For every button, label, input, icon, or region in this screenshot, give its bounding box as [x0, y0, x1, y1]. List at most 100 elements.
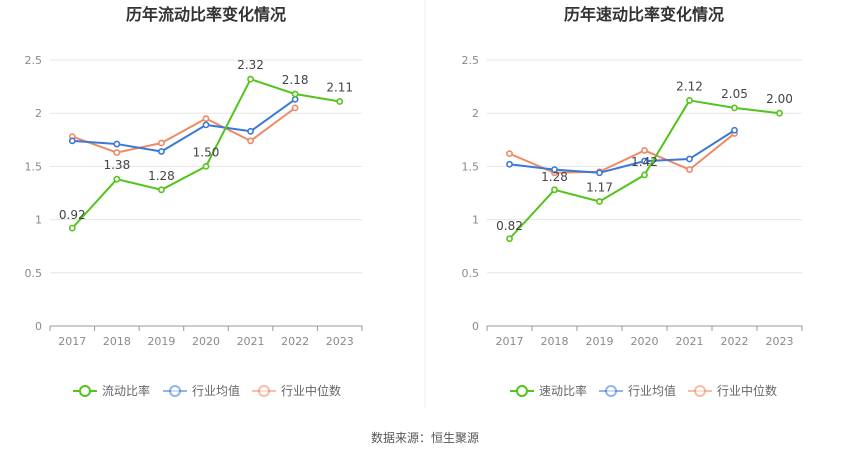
x-tick-label: 2023 — [326, 335, 354, 348]
chart-title: 历年流动比率变化情况 — [126, 5, 286, 24]
x-tick-label: 2022 — [721, 335, 749, 348]
y-tick-label: 2.5 — [25, 54, 43, 67]
data-point — [506, 150, 513, 158]
data-point — [113, 140, 121, 148]
x-tick-label: 2017 — [58, 335, 86, 348]
y-tick-label: 2 — [35, 107, 42, 120]
chart-title: 历年速动比率变化情况 — [564, 5, 724, 24]
data-point — [158, 148, 165, 155]
data-point — [291, 104, 299, 112]
data-point — [202, 121, 210, 129]
x-tick-label: 2019 — [147, 335, 175, 348]
x-tick-label: 2021 — [676, 335, 704, 348]
data-point — [506, 235, 513, 243]
x-tick-label: 2017 — [496, 335, 524, 348]
chart-panel-2: 历年速动比率变化情况 0 0.5 1 1.5 2 2.5 2017 2018 2019 2020 20… — [462, 5, 803, 398]
legend-label: 行业中位数 — [281, 383, 341, 398]
legend-marker-icon — [79, 385, 91, 397]
data-label: 1.28 — [148, 169, 175, 183]
x-tick-label: 2022 — [281, 335, 309, 348]
y-tick-label: 1 — [35, 214, 42, 227]
data-point — [68, 224, 76, 232]
data-point — [158, 139, 165, 147]
y-tick-label: 0 — [35, 320, 42, 333]
legend-marker-icon — [605, 385, 617, 397]
legend-marker-icon — [258, 385, 270, 397]
data-point — [247, 75, 254, 83]
x-tick-label: 2018 — [103, 335, 131, 348]
data-point — [551, 186, 558, 194]
data-label: 1.50 — [193, 145, 220, 159]
data-point — [641, 157, 648, 165]
y-tick-label: 0.5 — [25, 267, 43, 280]
data-point — [113, 149, 121, 156]
data-point — [641, 147, 648, 154]
data-point — [506, 160, 513, 168]
data-point — [731, 104, 738, 112]
data-label: 2.18 — [282, 73, 309, 87]
data-label: 1.42 — [631, 155, 658, 169]
series-line-2 — [72, 98, 296, 153]
data-point — [596, 198, 603, 205]
data-point — [686, 97, 693, 104]
legend-item-2[interactable]: 行业均值 — [599, 383, 676, 398]
legend-label: 行业中位数 — [717, 383, 777, 398]
x-tick-label: 2021 — [237, 335, 265, 348]
y-tick-label: 1 — [472, 214, 479, 227]
x-tick-label: 2020 — [192, 335, 220, 348]
data-label: 2.32 — [237, 58, 264, 72]
legend-item-3[interactable]: 行业中位数 — [688, 383, 777, 398]
data-point — [158, 186, 165, 194]
y-tick-label: 2 — [472, 107, 479, 120]
legend-label: 流动比率 — [102, 383, 150, 398]
legend-marker-icon — [169, 385, 181, 397]
legend-marker-icon — [516, 385, 528, 397]
data-point — [336, 98, 344, 105]
data-point — [291, 90, 299, 98]
data-label: 0.92 — [59, 208, 86, 222]
y-tick-label: 1.5 — [462, 160, 480, 173]
data-label: 1.17 — [586, 181, 613, 195]
x-tick-label: 2018 — [541, 335, 569, 348]
data-label: 1.38 — [103, 158, 130, 172]
series-line-3 — [71, 107, 296, 154]
data-point — [247, 137, 254, 145]
data-label: 0.82 — [496, 219, 523, 233]
legend-item-2[interactable]: 行业均值 — [163, 383, 240, 398]
data-point — [247, 127, 254, 135]
data-label: 2.11 — [326, 80, 353, 94]
data-label: 2.05 — [721, 87, 748, 101]
data-point — [731, 126, 738, 134]
data-point — [202, 115, 210, 122]
y-tick-label: 2.5 — [462, 54, 480, 67]
data-label: 2.12 — [676, 79, 703, 93]
data-point — [596, 169, 603, 177]
legend-label: 行业均值 — [628, 383, 676, 398]
legend-item-1[interactable]: 流动比率 — [73, 383, 150, 398]
legend-label: 速动比率 — [539, 383, 587, 398]
x-tick-label: 2019 — [586, 335, 614, 348]
data-label: 1.28 — [541, 170, 568, 184]
data-label: 2.00 — [766, 92, 793, 106]
legend-label: 行业均值 — [192, 383, 240, 398]
data-point — [686, 166, 693, 173]
data-point — [202, 162, 210, 170]
data-point — [551, 166, 558, 173]
legend-item-3[interactable]: 行业中位数 — [252, 383, 341, 398]
source-footer: 数据来源：恒生聚源 — [371, 430, 479, 445]
y-tick-label: 1.5 — [25, 160, 43, 173]
data-point — [686, 155, 693, 163]
x-tick-label: 2020 — [631, 335, 659, 348]
data-point — [641, 171, 648, 179]
data-point — [291, 95, 299, 103]
legend-marker-icon — [694, 385, 706, 397]
series-line-2 — [509, 129, 736, 174]
y-tick-label: 0 — [472, 320, 479, 333]
data-point — [68, 137, 76, 145]
x-tick-label: 2023 — [766, 335, 794, 348]
chart-panel-1: 历年流动比率变化情况 0 0.5 1 1.5 2 2.5 2017 2018 2019 2020 20… — [25, 5, 363, 398]
data-point — [113, 175, 121, 183]
legend-item-1[interactable]: 速动比率 — [510, 383, 587, 398]
data-point — [776, 109, 783, 117]
